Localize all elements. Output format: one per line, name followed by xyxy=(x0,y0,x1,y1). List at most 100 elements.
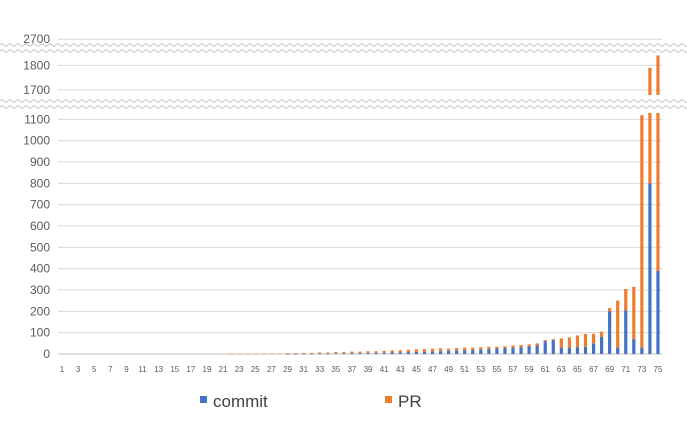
bar-commit-69 xyxy=(608,311,612,354)
x-tick-label: 21 xyxy=(219,365,228,374)
bar-pr-60 xyxy=(535,343,539,346)
bar-commit-35 xyxy=(334,353,338,354)
bar-commit-48 xyxy=(438,351,443,354)
bar-pr-36 xyxy=(342,352,346,354)
bar-commit-43 xyxy=(398,352,402,354)
x-tick-label: 25 xyxy=(251,365,260,374)
bar-commit-30 xyxy=(293,353,298,355)
bar-pr-48 xyxy=(438,348,443,352)
bar-pr-73 xyxy=(640,115,644,348)
bar-commit-73 xyxy=(640,347,644,354)
bar-commit-56 xyxy=(503,348,507,354)
y-axis-ticks: 0 100 200 300 400 500 600 700 800 900 1000 1100 1700… xyxy=(23,32,50,361)
x-tick-label: 69 xyxy=(605,365,614,374)
bar-pr-74 xyxy=(648,67,652,95)
bar-pr-51 xyxy=(463,347,467,351)
bar-commit-75 xyxy=(656,270,660,354)
bar-commit-52 xyxy=(471,349,475,354)
bar-pr-22 xyxy=(229,353,233,355)
bar-pr-39 xyxy=(366,351,370,353)
bar-pr-69 xyxy=(608,308,612,312)
bar-pr-61 xyxy=(543,340,547,342)
y-tick-label: 400 xyxy=(30,262,50,276)
y-tick-label: 200 xyxy=(30,304,50,318)
bar-commit-60 xyxy=(535,345,539,354)
axis-break-line xyxy=(0,43,687,47)
bar-commit-53 xyxy=(479,349,483,354)
bar-pr-71 xyxy=(624,288,628,311)
x-tick-label: 45 xyxy=(412,365,421,374)
bar-pr-64 xyxy=(567,337,571,348)
y-tick-label: 800 xyxy=(30,176,50,190)
bar-commit-62 xyxy=(551,340,555,354)
bar-pr-42 xyxy=(390,350,394,353)
x-tick-label: 35 xyxy=(331,365,340,374)
bar-commit-66 xyxy=(583,346,588,354)
x-tick-label: 55 xyxy=(492,365,501,374)
bar-commit-37 xyxy=(350,353,354,354)
bar-commit-49 xyxy=(446,350,451,354)
bar-pr-57 xyxy=(511,345,515,348)
x-tick-label: 43 xyxy=(396,365,405,374)
bar-pr-54 xyxy=(487,346,491,349)
x-tick-label: 23 xyxy=(235,365,244,374)
bar-pr-62 xyxy=(551,339,555,341)
bar-commit-29 xyxy=(285,353,290,355)
bar-commit-36 xyxy=(342,353,346,354)
y-tick-label: 1700 xyxy=(23,83,50,97)
grid-layer xyxy=(58,38,662,355)
x-tick-label: 67 xyxy=(589,365,598,374)
x-tick-label: 41 xyxy=(380,365,389,374)
bar-commit-46 xyxy=(422,351,427,354)
bar-pr-68 xyxy=(599,331,604,337)
x-tick-label: 19 xyxy=(203,365,212,374)
bar-commit-57 xyxy=(511,347,515,354)
bar-pr-67 xyxy=(591,333,596,344)
bar-pr-53 xyxy=(479,347,483,350)
bar-pr-40 xyxy=(374,351,378,353)
bar-pr-55 xyxy=(495,346,499,349)
bar-commit-55 xyxy=(495,348,499,354)
x-tick-label: 29 xyxy=(283,365,292,374)
x-tick-label: 61 xyxy=(541,365,550,374)
bar-commit-58 xyxy=(519,347,523,354)
bar-pr-50 xyxy=(455,348,459,351)
x-tick-label: 59 xyxy=(525,365,534,374)
bar-pr-59 xyxy=(527,344,531,347)
x-tick-label: 39 xyxy=(364,365,373,374)
bar-pr-58 xyxy=(519,345,523,348)
bar-pr-75 xyxy=(656,113,660,271)
x-tick-label: 51 xyxy=(460,365,469,374)
y-tick-label: 900 xyxy=(30,155,50,169)
x-tick-label: 65 xyxy=(573,365,582,374)
bar-pr-70 xyxy=(616,300,620,348)
bar-pr-41 xyxy=(382,350,386,353)
x-tick-label: 15 xyxy=(170,365,179,374)
bar-pr-33 xyxy=(318,352,322,354)
x-tick-label: 53 xyxy=(476,365,485,374)
bar-commit-45 xyxy=(414,351,418,354)
bar-pr-75 xyxy=(656,55,660,95)
y-tick-label: 100 xyxy=(30,326,50,340)
x-tick-label: 47 xyxy=(428,365,437,374)
bar-commit-31 xyxy=(302,353,306,355)
bar-pr-49 xyxy=(446,348,451,351)
bar-pr-45 xyxy=(414,349,418,352)
x-tick-label: 11 xyxy=(138,365,147,374)
x-tick-label: 73 xyxy=(637,365,646,374)
bar-pr-72 xyxy=(632,286,636,340)
bar-commit-33 xyxy=(318,353,322,355)
bar-commit-34 xyxy=(326,353,330,355)
bar-commit-39 xyxy=(366,352,370,354)
x-tick-label: 17 xyxy=(186,365,195,374)
bar-pr-25 xyxy=(253,353,257,355)
bar-pr-52 xyxy=(471,347,475,350)
bar-pr-27 xyxy=(269,353,274,355)
y-tick-label: 2700 xyxy=(23,32,50,46)
axis-break-line xyxy=(0,99,687,103)
x-tick-label: 13 xyxy=(154,365,163,374)
bar-pr-32 xyxy=(310,352,314,354)
y-tick-label: 300 xyxy=(30,283,50,297)
bar-commit-47 xyxy=(430,351,435,354)
